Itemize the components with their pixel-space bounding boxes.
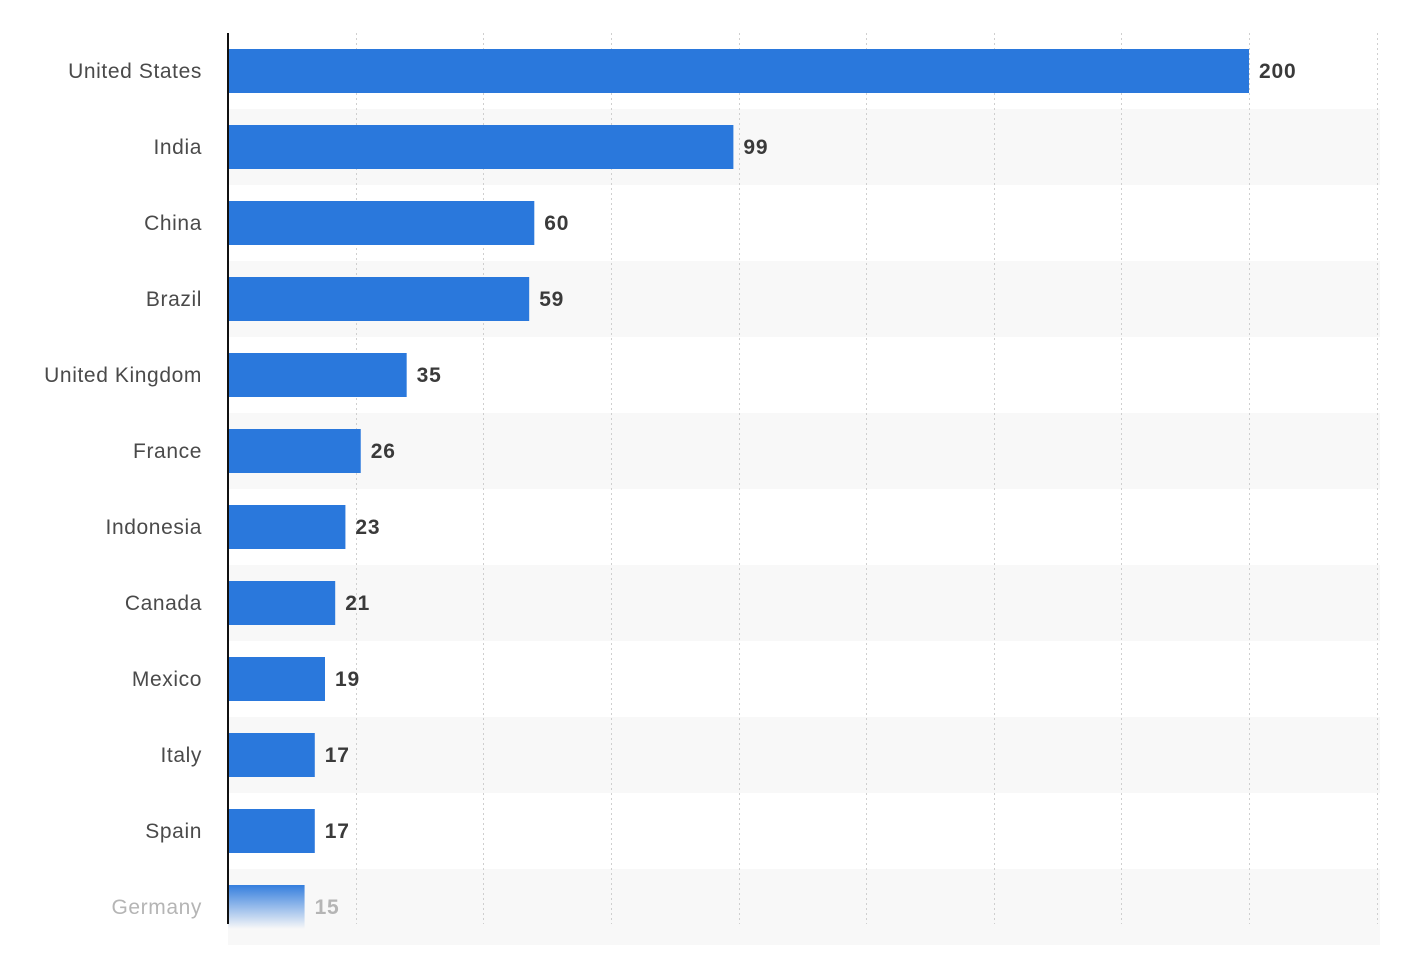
bar <box>228 277 530 321</box>
category-label: Mexico <box>132 668 202 691</box>
row-band <box>228 565 1380 641</box>
value-label: 35 <box>417 364 442 387</box>
grid-lines <box>356 33 1378 924</box>
value-label: 17 <box>325 744 350 767</box>
row-bands <box>228 109 1380 945</box>
category-labels: United States India China Brazil United King… <box>44 60 202 919</box>
bar <box>228 49 1249 93</box>
bars <box>228 49 1249 929</box>
value-label: 17 <box>325 820 350 843</box>
value-label: 21 <box>345 592 370 615</box>
row-band <box>228 869 1380 945</box>
value-label: 23 <box>355 516 380 539</box>
row-band <box>228 717 1380 793</box>
value-label: 60 <box>544 212 569 235</box>
category-label: Germany <box>111 896 202 919</box>
category-label: United States <box>68 60 202 83</box>
bar <box>228 733 315 777</box>
value-label: 15 <box>315 896 340 919</box>
value-label: 99 <box>743 136 768 159</box>
row-band <box>228 413 1380 489</box>
category-label: Brazil <box>146 288 202 311</box>
category-label: Spain <box>145 820 202 843</box>
bar <box>228 429 361 473</box>
bar <box>228 201 535 245</box>
value-labels: 200 99 60 59 35 26 23 21 19 17 17 15 <box>315 60 1296 919</box>
category-label: Indonesia <box>106 516 202 539</box>
bar <box>228 885 305 929</box>
bar <box>228 657 325 701</box>
value-label: 26 <box>371 440 396 463</box>
category-label: Canada <box>125 592 202 615</box>
bar <box>228 125 734 169</box>
category-label: United Kingdom <box>44 364 202 387</box>
bar <box>228 353 407 397</box>
category-label: China <box>144 212 202 235</box>
value-label: 200 <box>1259 60 1296 83</box>
bar <box>228 581 336 625</box>
category-label: France <box>133 440 202 463</box>
category-label: Italy <box>160 744 202 767</box>
bar <box>228 809 315 853</box>
category-label: India <box>153 136 202 159</box>
value-label: 19 <box>335 668 360 691</box>
bar <box>228 505 346 549</box>
value-label: 59 <box>539 288 564 311</box>
